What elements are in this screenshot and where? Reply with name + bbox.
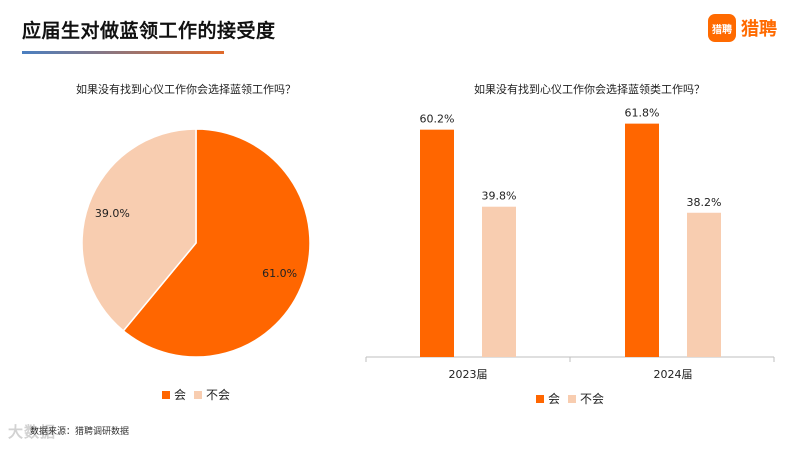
page-title: 应届生对做蓝领工作的接受度	[22, 20, 276, 42]
legend-item-yes: 会	[536, 390, 560, 407]
bar-no-2023届	[482, 206, 516, 357]
legend-label-no: 不会	[580, 392, 605, 406]
legend-item-no: 不会	[194, 386, 230, 403]
legend-label-yes: 会	[174, 388, 187, 402]
legend-swatch-no	[568, 394, 577, 403]
x-tick-label: 2023届	[449, 368, 488, 381]
title-underline	[22, 51, 224, 54]
pie-data-label: 39.0%	[95, 207, 130, 220]
pie-chart-title: 如果没有找到心仪工作你会选择蓝领工作吗？	[76, 83, 296, 96]
data-source-note: 数据来源：猎聘调研数据	[30, 427, 130, 437]
legend-swatch-yes	[536, 394, 544, 403]
legend-item-yes: 会	[162, 386, 186, 403]
bar-yes-2023届	[420, 129, 454, 357]
pie-slice-yes	[122, 128, 311, 358]
legend-item-no: 不会	[568, 390, 604, 407]
bar-data-label: 61.8%	[625, 107, 660, 120]
bar-data-label: 39.8%	[482, 190, 517, 203]
watermark: 大数据	[8, 423, 57, 441]
logo-badge-icon: 猎聘	[708, 14, 736, 42]
bar-no-2024届	[687, 212, 721, 357]
brand-logo: 猎聘 猎聘	[708, 14, 777, 42]
pie-legend: 会 不会	[162, 386, 238, 403]
legend-label-yes: 会	[548, 392, 561, 406]
bar-legend: 会 不会	[536, 390, 612, 407]
legend-swatch-yes	[162, 390, 170, 399]
x-tick-label: 2024届	[654, 368, 693, 381]
bar-data-label: 60.2%	[420, 113, 455, 126]
bar-chart-title: 如果没有找到心仪工作你会选择蓝领类工作吗？	[474, 83, 705, 96]
bar-yes-2024届	[625, 123, 659, 357]
pie-data-label: 61.0%	[262, 267, 297, 280]
pie-slice-no	[81, 128, 197, 332]
logo-text: 猎聘	[741, 19, 777, 40]
legend-label-no: 不会	[206, 388, 231, 402]
legend-swatch-no	[194, 390, 203, 399]
bar-data-label: 38.2%	[687, 196, 722, 209]
